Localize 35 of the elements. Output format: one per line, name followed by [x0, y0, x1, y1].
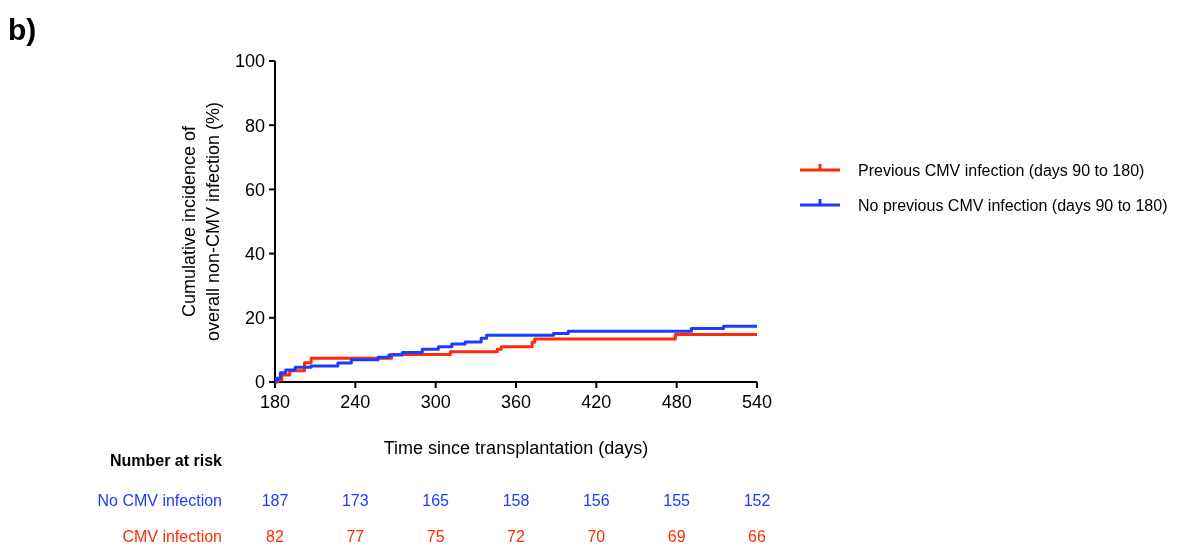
y-tick-label: 100: [234, 51, 265, 72]
text: 173: [341, 492, 369, 509]
text: 75: [426, 528, 445, 545]
text: b): [8, 13, 37, 46]
text: Number at risk: [109, 452, 223, 469]
x-tick-label: 240: [340, 392, 371, 412]
x-tick-label: 180: [259, 392, 291, 412]
text: No CMV infection: [97, 492, 222, 509]
x-tick-label: 420: [581, 392, 612, 412]
text: 69: [667, 528, 686, 545]
text: 70: [587, 528, 606, 545]
text: 156: [582, 492, 610, 509]
text: 155: [663, 492, 691, 509]
y-tick-label: 0: [254, 372, 265, 393]
x-axis-title: Time since transplantation (days): [383, 438, 649, 458]
legend-label: No previous CMV infection (days 90 to 180): [858, 196, 1168, 214]
text: 158: [502, 492, 530, 509]
text: 77: [346, 528, 365, 545]
text: CMV infection: [122, 528, 222, 545]
y-tick-label: 20: [244, 308, 265, 329]
text: 165: [422, 492, 450, 509]
legend-label: Previous CMV infection (days 90 to 180): [858, 161, 1145, 179]
y-axis-title: Cumulative incidence of overall non-CMV infection (%): [179, 101, 223, 342]
text: 152: [743, 492, 771, 509]
text: 187: [261, 492, 289, 509]
y-tick-label: 40: [244, 243, 265, 264]
text: 82: [266, 528, 284, 545]
y-tick-label: 80: [244, 115, 265, 136]
x-tick-label: 360: [500, 392, 532, 412]
x-tick-label: 300: [420, 392, 451, 412]
text: 72: [507, 528, 525, 545]
x-tick-label: 480: [661, 392, 692, 412]
y-tick-label: 60: [244, 179, 265, 200]
x-tick-label: 540: [741, 392, 773, 412]
text: 66: [748, 528, 766, 545]
